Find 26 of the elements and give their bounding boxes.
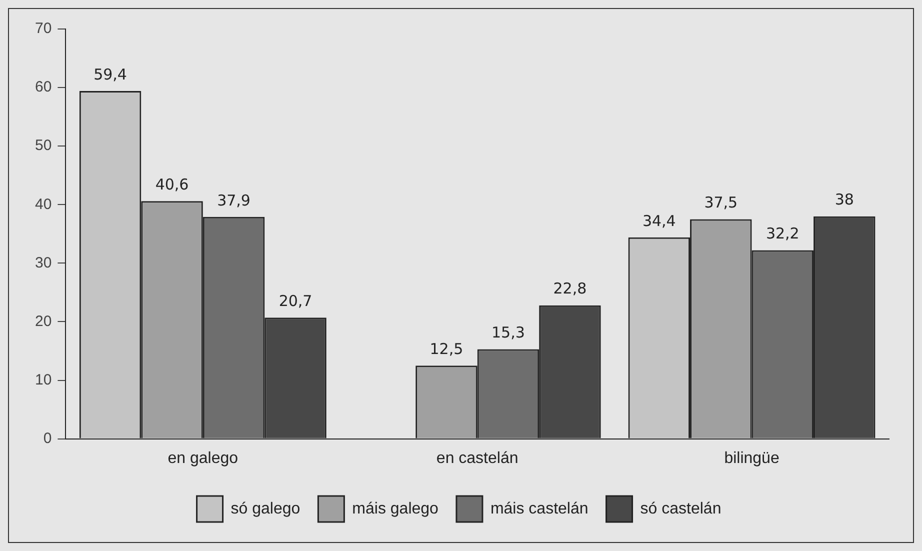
y-tick-label: 0 <box>43 430 52 447</box>
y-tick-label: 60 <box>34 78 52 96</box>
legend-label: só castelán <box>640 500 722 518</box>
y-tick-label: 30 <box>34 254 52 272</box>
legend-label: só galego <box>230 500 300 518</box>
data-label: 37,5 <box>704 194 738 212</box>
y-tick-label: 50 <box>34 137 52 154</box>
legend-label: máis galego <box>352 500 439 518</box>
data-label: 15,3 <box>492 324 525 342</box>
x-tick-label: en castelán <box>436 450 518 467</box>
x-tick-label: en galego <box>168 450 238 467</box>
data-label: 59,4 <box>94 65 127 84</box>
data-label: 22,8 <box>553 280 587 298</box>
data-label: 32,2 <box>766 224 800 243</box>
data-label: 20,7 <box>278 292 312 310</box>
data-label: 40,6 <box>155 176 189 194</box>
data-label: 12,5 <box>430 340 464 358</box>
data-label: 38 <box>834 190 854 209</box>
y-tick-label: 10 <box>34 371 52 388</box>
data-label: 37,9 <box>217 191 250 210</box>
x-tick-label: bilingüe <box>724 450 780 467</box>
y-tick-label: 70 <box>34 20 52 38</box>
y-tick-label: 40 <box>34 196 52 213</box>
y-tick-label: 20 <box>34 312 52 330</box>
legend-label: máis castelán <box>490 500 588 518</box>
data-label: 34,4 <box>642 212 676 230</box>
